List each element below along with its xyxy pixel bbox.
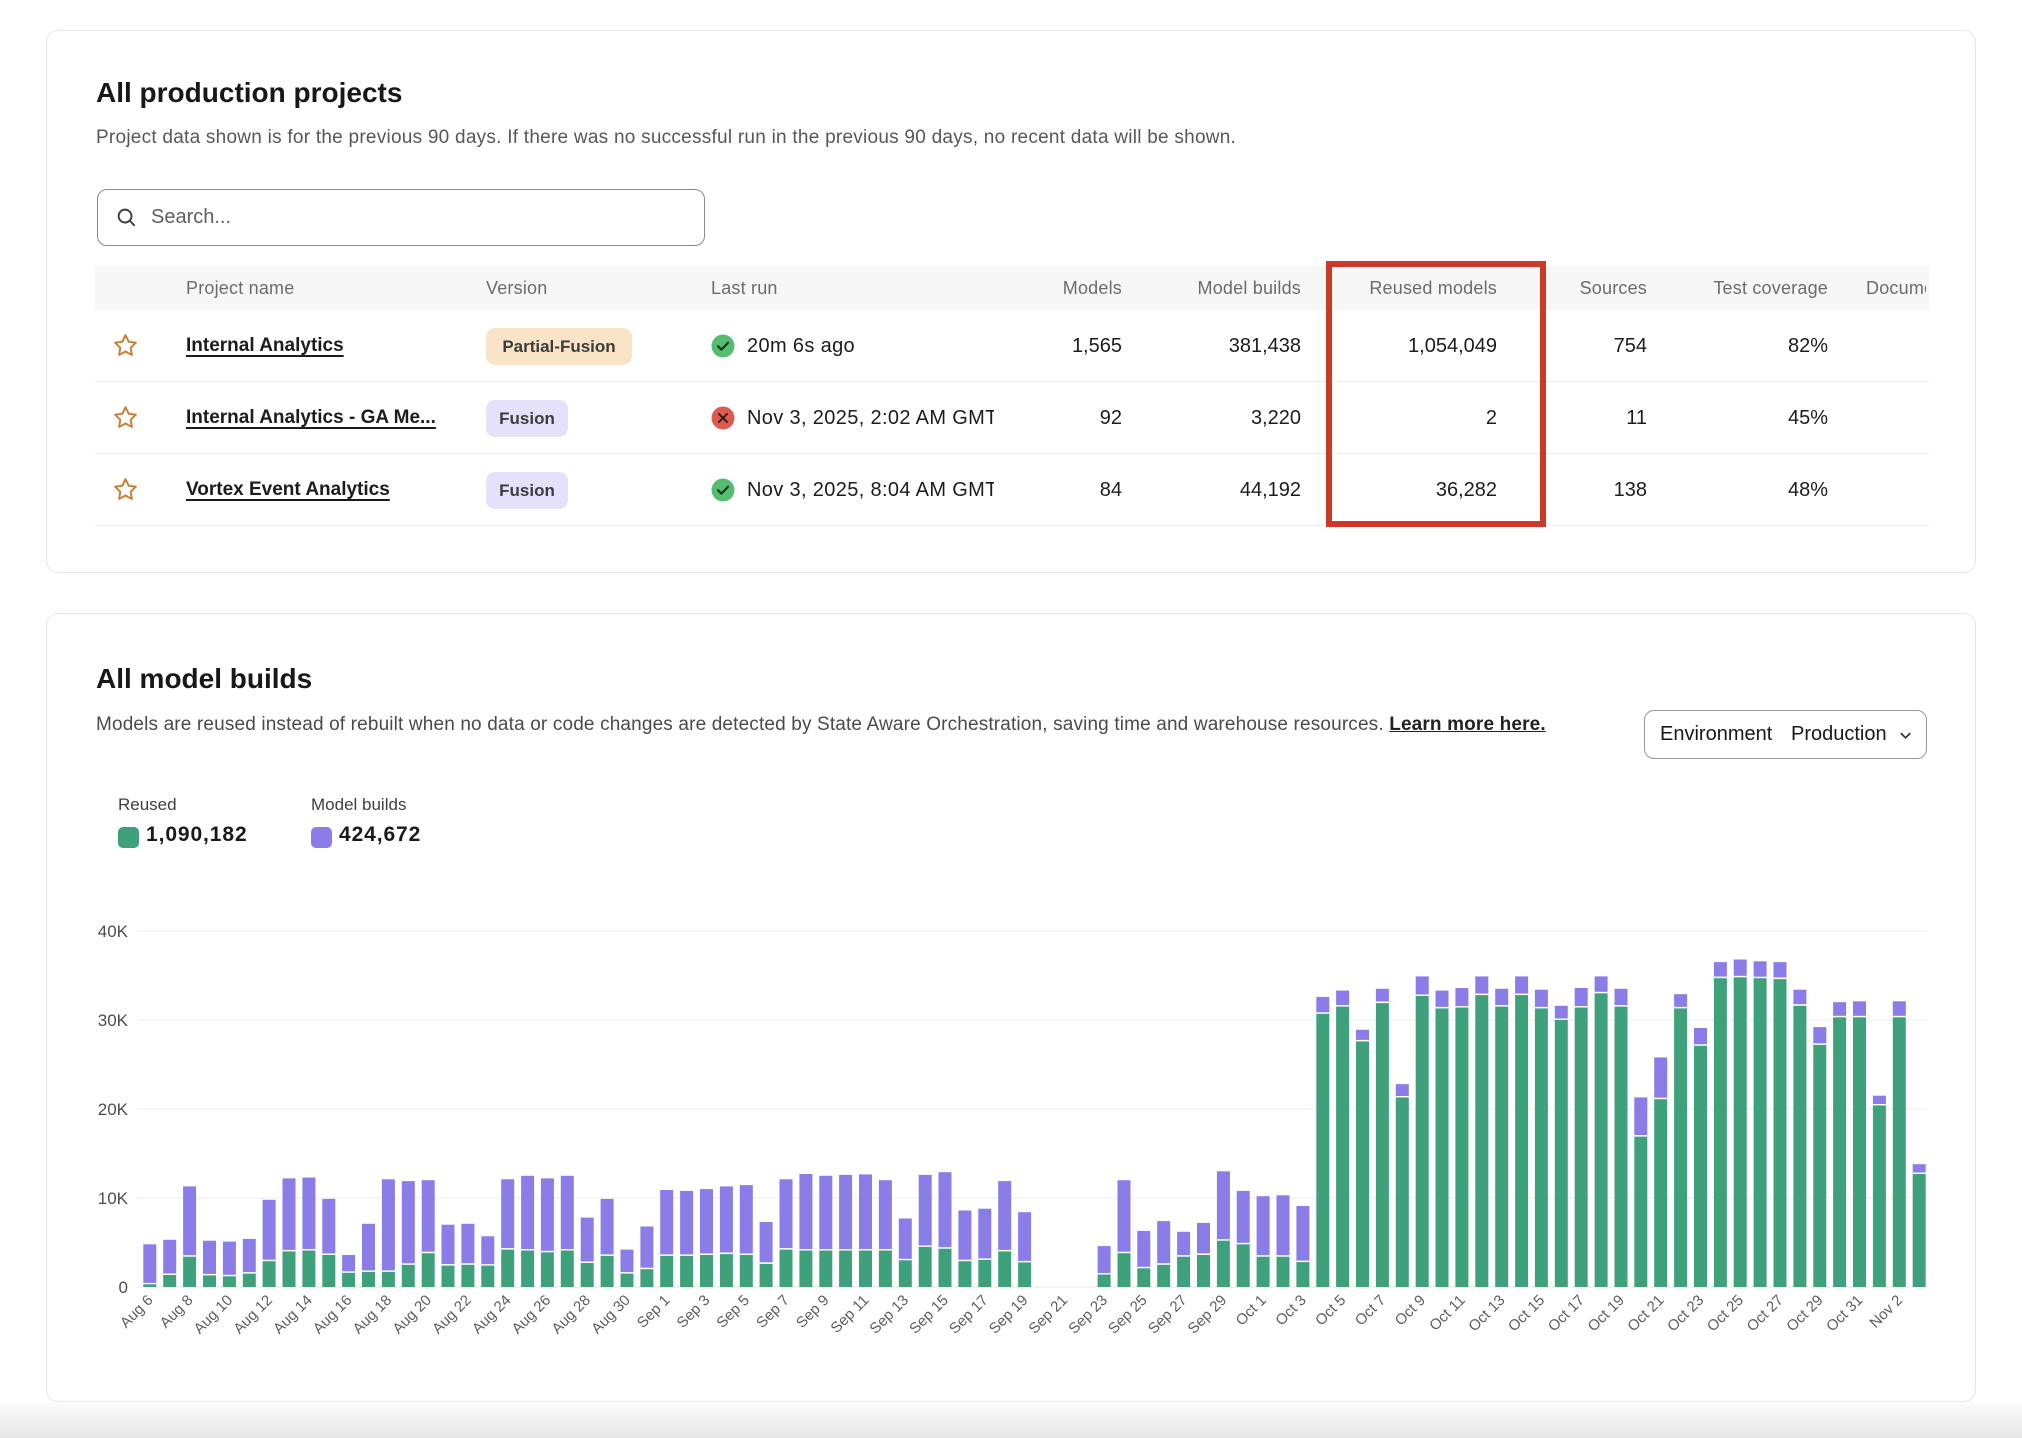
svg-text:Sep 15: Sep 15 [906,1292,952,1338]
svg-text:Oct 11: Oct 11 [1426,1292,1468,1334]
svg-text:Aug 6: Aug 6 [117,1292,157,1332]
svg-text:Oct 31: Oct 31 [1823,1292,1866,1335]
svg-text:Sep 27: Sep 27 [1145,1292,1191,1338]
svg-text:Oct 9: Oct 9 [1392,1292,1429,1329]
svg-text:Sep 19: Sep 19 [986,1292,1032,1338]
svg-text:Nov 2: Nov 2 [1866,1292,1906,1332]
svg-text:Oct 23: Oct 23 [1664,1292,1707,1335]
svg-text:Sep 21: Sep 21 [1025,1292,1071,1338]
svg-text:Sep 29: Sep 29 [1185,1292,1231,1338]
svg-text:Sep 1: Sep 1 [634,1292,674,1332]
svg-text:Oct 19: Oct 19 [1585,1292,1628,1335]
svg-text:Aug 26: Aug 26 [509,1292,555,1338]
svg-text:Aug 12: Aug 12 [230,1292,276,1338]
svg-text:40K: 40K [98,922,129,941]
svg-text:Aug 10: Aug 10 [191,1292,237,1338]
svg-text:20K: 20K [98,1100,129,1119]
svg-text:Oct 21: Oct 21 [1624,1292,1667,1335]
svg-text:Sep 17: Sep 17 [946,1292,992,1338]
svg-text:Sep 9: Sep 9 [793,1292,833,1332]
svg-text:Oct 7: Oct 7 [1352,1292,1389,1329]
svg-text:30K: 30K [98,1011,129,1030]
svg-text:Aug 18: Aug 18 [350,1292,396,1338]
svg-text:Sep 3: Sep 3 [674,1292,714,1332]
svg-text:0: 0 [119,1278,128,1297]
svg-text:Sep 25: Sep 25 [1105,1292,1151,1338]
svg-text:Sep 13: Sep 13 [866,1292,912,1338]
svg-text:Sep 11: Sep 11 [827,1292,872,1337]
svg-text:Aug 28: Aug 28 [548,1292,594,1338]
svg-text:Aug 22: Aug 22 [429,1292,475,1338]
svg-text:Oct 1: Oct 1 [1233,1292,1270,1329]
svg-text:Oct 29: Oct 29 [1783,1292,1826,1335]
svg-text:Sep 23: Sep 23 [1065,1292,1111,1338]
svg-text:Aug 30: Aug 30 [588,1292,634,1338]
svg-text:Sep 7: Sep 7 [753,1292,793,1332]
svg-text:Aug 24: Aug 24 [469,1292,515,1338]
svg-text:Oct 5: Oct 5 [1312,1292,1349,1329]
svg-text:10K: 10K [98,1189,129,1208]
svg-text:Sep 5: Sep 5 [713,1292,753,1332]
svg-text:Oct 27: Oct 27 [1744,1292,1787,1335]
svg-text:Aug 14: Aug 14 [270,1292,316,1338]
svg-text:Oct 15: Oct 15 [1505,1292,1548,1335]
svg-text:Aug 16: Aug 16 [310,1292,356,1338]
svg-text:Oct 13: Oct 13 [1465,1292,1508,1335]
svg-text:Oct 17: Oct 17 [1545,1292,1588,1335]
svg-text:Aug 20: Aug 20 [389,1292,435,1338]
svg-text:Oct 3: Oct 3 [1272,1292,1309,1329]
svg-text:Oct 25: Oct 25 [1704,1292,1747,1335]
